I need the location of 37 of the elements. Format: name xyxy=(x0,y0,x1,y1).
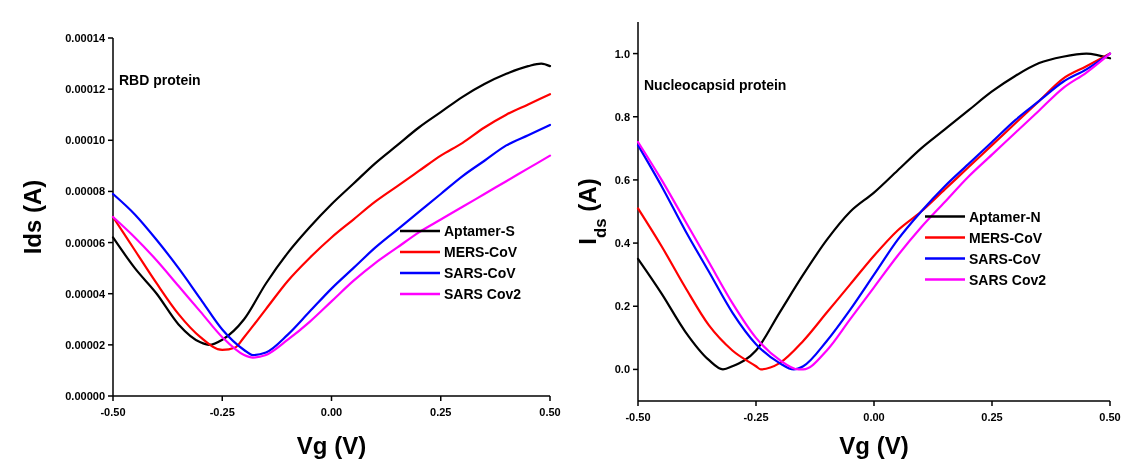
y-tick-label: 0.0 xyxy=(614,363,630,376)
legend-label: MERS-CoV xyxy=(969,229,1043,246)
y-tick-label: 0.6 xyxy=(614,173,630,186)
y-tick-label: 0.00004 xyxy=(65,287,106,300)
legend-label: SARS Cov2 xyxy=(444,286,522,302)
y-tick-label: 0.00010 xyxy=(65,134,105,147)
x-tick-label: 0.50 xyxy=(539,406,561,418)
x-tick-label: -0.50 xyxy=(625,411,651,423)
legend-label: MERS-CoV xyxy=(444,244,518,260)
y-tick-label: 0.00002 xyxy=(65,338,105,351)
y-tick-label: 0.2 xyxy=(614,300,630,313)
annotation: Nucleocapsid protein xyxy=(644,77,787,93)
y-tick-label: 0.00012 xyxy=(65,83,105,96)
y-tick-label: 0.4 xyxy=(614,237,631,250)
x-tick-label: 0.00 xyxy=(320,406,343,418)
x-tick-label: 0.25 xyxy=(981,411,1003,423)
legend-label: Aptamer-S xyxy=(444,223,515,239)
y-tick-label: 0.00014 xyxy=(65,32,106,44)
x-tick-label: -0.50 xyxy=(100,406,126,418)
legend-label: SARS-CoV xyxy=(969,250,1042,267)
x-tick-label: -0.25 xyxy=(743,411,769,423)
y-tick-label: 1.0 xyxy=(614,47,630,60)
y-tick-label: 0.00008 xyxy=(65,185,105,198)
legend-label: SARS-CoV xyxy=(444,265,517,281)
y-axis-title: Ids (A) xyxy=(19,179,46,255)
annotation: RBD protein xyxy=(119,72,201,88)
legend-label: SARS Cov2 xyxy=(969,271,1047,288)
y-tick-label: 0.00000 xyxy=(65,390,105,402)
x-axis-title: Vg (V) xyxy=(839,432,909,459)
y-tick-label: 0.00006 xyxy=(65,236,105,249)
x-tick-label: -0.25 xyxy=(209,406,235,418)
legend-label: Aptamer-N xyxy=(969,208,1041,225)
x-tick-label: 0.00 xyxy=(863,411,885,423)
y-tick-label: 0.8 xyxy=(614,110,630,123)
x-tick-label: 0.25 xyxy=(430,406,452,418)
x-axis-title: Vg (V) xyxy=(296,432,367,459)
x-tick-label: 0.50 xyxy=(1099,411,1121,423)
